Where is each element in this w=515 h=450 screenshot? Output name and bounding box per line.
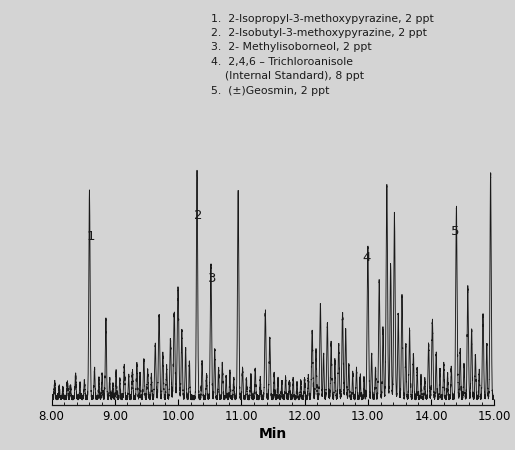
Text: 1.  2-Isopropyl-3-methoxypyrazine, 2 ppt
2.  2-Isobutyl-3-methoxypyrazine, 2 ppt: 1. 2-Isopropyl-3-methoxypyrazine, 2 ppt …	[211, 14, 434, 95]
Text: 4: 4	[363, 251, 371, 264]
X-axis label: Min: Min	[259, 427, 287, 441]
Text: 5: 5	[451, 225, 459, 238]
Text: 1: 1	[87, 230, 95, 243]
Text: 2: 2	[194, 210, 202, 222]
Text: 3: 3	[208, 272, 216, 285]
